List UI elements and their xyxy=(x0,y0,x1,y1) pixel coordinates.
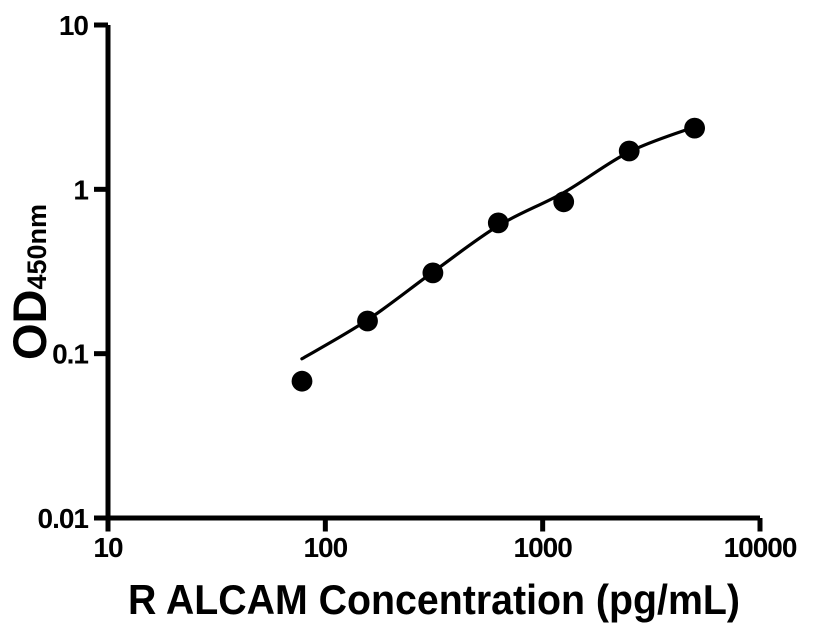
y-tick-label: 10 xyxy=(59,10,89,41)
x-axis-title: R ALCAM Concentration (pg/mL) xyxy=(128,576,740,623)
data-point xyxy=(422,262,444,284)
x-tick-label: 100 xyxy=(303,532,347,563)
data-point xyxy=(291,370,313,392)
x-tick-label: 10 xyxy=(93,532,123,563)
y-axis-title-main: OD xyxy=(3,290,56,361)
data-point xyxy=(553,191,575,213)
y-tick-label: 0.1 xyxy=(52,339,88,370)
plot-area: 10 100 1000 10000 10 1 0.1 0.01 xyxy=(38,10,798,563)
data-point xyxy=(618,140,640,162)
x-tick-label: 10000 xyxy=(724,532,797,563)
data-point xyxy=(487,212,509,234)
data-point xyxy=(357,310,378,332)
y-axis-title: OD450nm xyxy=(3,204,56,360)
y-tick-label: 1 xyxy=(73,174,88,205)
x-tick-label: 1000 xyxy=(514,532,573,563)
y-axis-title-subscript: 450nm xyxy=(22,204,52,290)
y-tick-label: 0.01 xyxy=(38,503,89,534)
data-point xyxy=(684,117,705,139)
